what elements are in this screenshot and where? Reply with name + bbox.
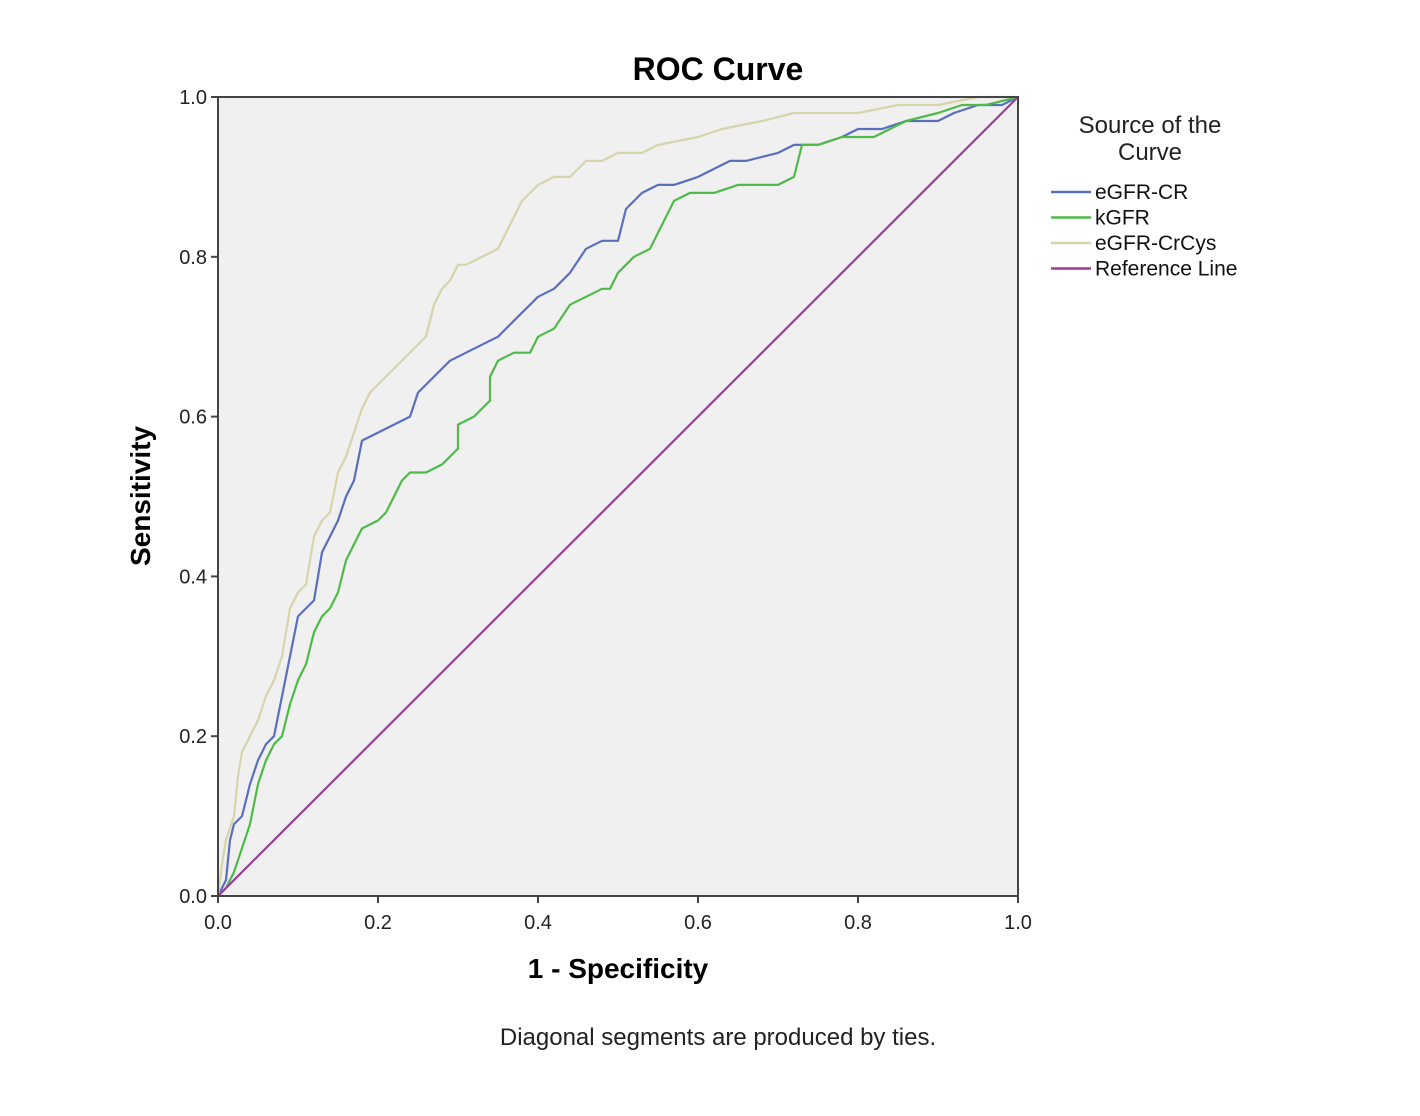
chart-title: ROC Curve — [633, 51, 804, 87]
y-tick-label: 1.0 — [179, 87, 207, 109]
x-axis-title: 1 - Specificity — [528, 953, 709, 984]
x-tick-label: 0.0 — [204, 912, 232, 934]
footnote: Diagonal segments are produced by ties. — [500, 1024, 936, 1051]
y-tick-label: 0.8 — [179, 247, 207, 269]
y-tick-label: 0.6 — [179, 407, 207, 429]
y-axis-title: Sensitivity — [125, 426, 156, 566]
x-axis: 0.0 0.2 0.4 0.6 0.8 1.0 — [204, 896, 1032, 934]
y-tick-label: 0.0 — [179, 886, 207, 908]
series-layer — [216, 95, 1019, 897]
legend-title-line-1: Source of the — [1079, 112, 1222, 139]
x-tick-label: 0.6 — [684, 912, 712, 934]
x-tick-label: 0.8 — [844, 912, 872, 934]
legend-label-kgfr: kGFR — [1095, 207, 1150, 230]
series-line-kgfr — [217, 95, 1019, 897]
y-axis: 0.0 0.2 0.4 0.6 0.8 1.0 — [179, 87, 218, 908]
y-tick-label: 0.2 — [179, 726, 207, 748]
x-tick-label: 0.4 — [524, 912, 552, 934]
legend: Source of the Curve eGFR-CR kGFReGFR-CrCy… — [1051, 112, 1237, 281]
x-tick-label: 1.0 — [1004, 912, 1032, 934]
legend-label-reference-line: Reference Line — [1095, 258, 1237, 281]
x-tick-label: 0.2 — [364, 912, 392, 934]
plot-frame — [217, 96, 1019, 897]
series-line-egfr-crcys — [216, 95, 1018, 897]
series-line-reference-line — [217, 96, 1019, 897]
legend-label-egfr-crcys: eGFR-CrCys — [1095, 232, 1216, 255]
legend-label-egfr-cr: eGFR-CR — [1095, 181, 1188, 204]
y-tick-label: 0.4 — [179, 566, 207, 588]
legend-title-line-2: Curve — [1118, 139, 1182, 166]
